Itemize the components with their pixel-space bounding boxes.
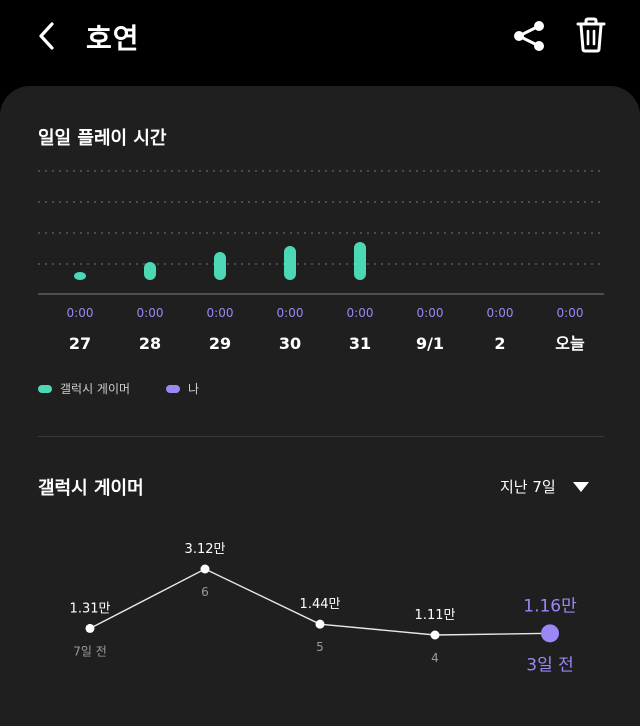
- legend-galaxy-gamer: 갤럭시 게이머: [38, 380, 130, 397]
- x-label: 7일 전: [73, 644, 107, 658]
- time-label: 0:00: [487, 306, 514, 320]
- x-tick-label: 27: [69, 334, 91, 353]
- data-point: [200, 564, 210, 574]
- highlight-point: [541, 624, 559, 643]
- legend-me: 나: [166, 380, 199, 397]
- legend-swatch-me: [166, 384, 180, 393]
- data-point: [315, 619, 325, 629]
- galaxy-gamer-line-chart: 1.31만 7일 전 3.12만 6 1.44만 5 1.11만 4 1.16만 3일 전: [70, 542, 578, 675]
- share-icon[interactable]: [510, 18, 548, 54]
- trash-icon[interactable]: [572, 16, 610, 54]
- value-label: 1.31만: [70, 601, 111, 616]
- legend-label-galaxy-gamer: 갤럭시 게이머: [60, 382, 131, 396]
- period-dropdown[interactable]: 지난 7일: [500, 476, 590, 497]
- time-label: 0:00: [417, 306, 444, 320]
- period-dropdown-label: 지난 7일: [500, 478, 556, 496]
- time-label: 0:00: [347, 306, 374, 320]
- section-divider: [38, 436, 604, 437]
- bar-31: [354, 242, 366, 280]
- galaxy-gamer-title: 갤럭시 게이머: [38, 478, 144, 499]
- x-tick-label: 30: [279, 334, 301, 353]
- data-point: [430, 630, 440, 640]
- x-tick-label: 28: [139, 334, 161, 353]
- bar-30: [284, 246, 296, 280]
- x-label: 5: [316, 640, 324, 654]
- bar-27: [74, 272, 86, 280]
- page-title: 호연: [86, 22, 140, 55]
- time-label: 0:00: [67, 306, 94, 320]
- value-label: 1.44만: [300, 597, 341, 612]
- bar-29: [214, 252, 226, 280]
- x-tick-label: 31: [349, 334, 371, 353]
- triangle-down-icon: [572, 481, 589, 492]
- x-tick-label: 29: [209, 334, 231, 353]
- value-label: 1.16만: [523, 596, 577, 616]
- value-label: 3.12만: [185, 542, 226, 557]
- time-label: 0:00: [207, 306, 234, 320]
- app-bar: 호연: [0, 0, 640, 82]
- data-point: [85, 623, 95, 633]
- x-tick-label: 오늘: [555, 334, 585, 353]
- time-label: 0:00: [557, 306, 584, 320]
- bar-28: [144, 262, 156, 280]
- daily-playtime-chart: 0:00 27 0:00 28 0:00 29 0:00 30 0:00 31 0:00 9/1 0:0…: [38, 170, 604, 353]
- daily-playtime-title: 일일 플레이 시간: [38, 128, 167, 149]
- x-tick-label: 2: [494, 334, 505, 353]
- time-label: 0:00: [277, 306, 304, 320]
- value-label: 1.11만: [415, 608, 456, 623]
- x-tick-label: 9/1: [416, 334, 444, 353]
- x-label: 6: [201, 585, 209, 599]
- time-label: 0:00: [137, 306, 164, 320]
- chevron-left-icon[interactable]: [30, 18, 66, 54]
- legend-swatch-galaxy-gamer: [38, 384, 52, 393]
- legend-label-me: 나: [188, 382, 200, 396]
- x-label: 4: [431, 651, 439, 665]
- x-label: 3일 전: [526, 655, 574, 675]
